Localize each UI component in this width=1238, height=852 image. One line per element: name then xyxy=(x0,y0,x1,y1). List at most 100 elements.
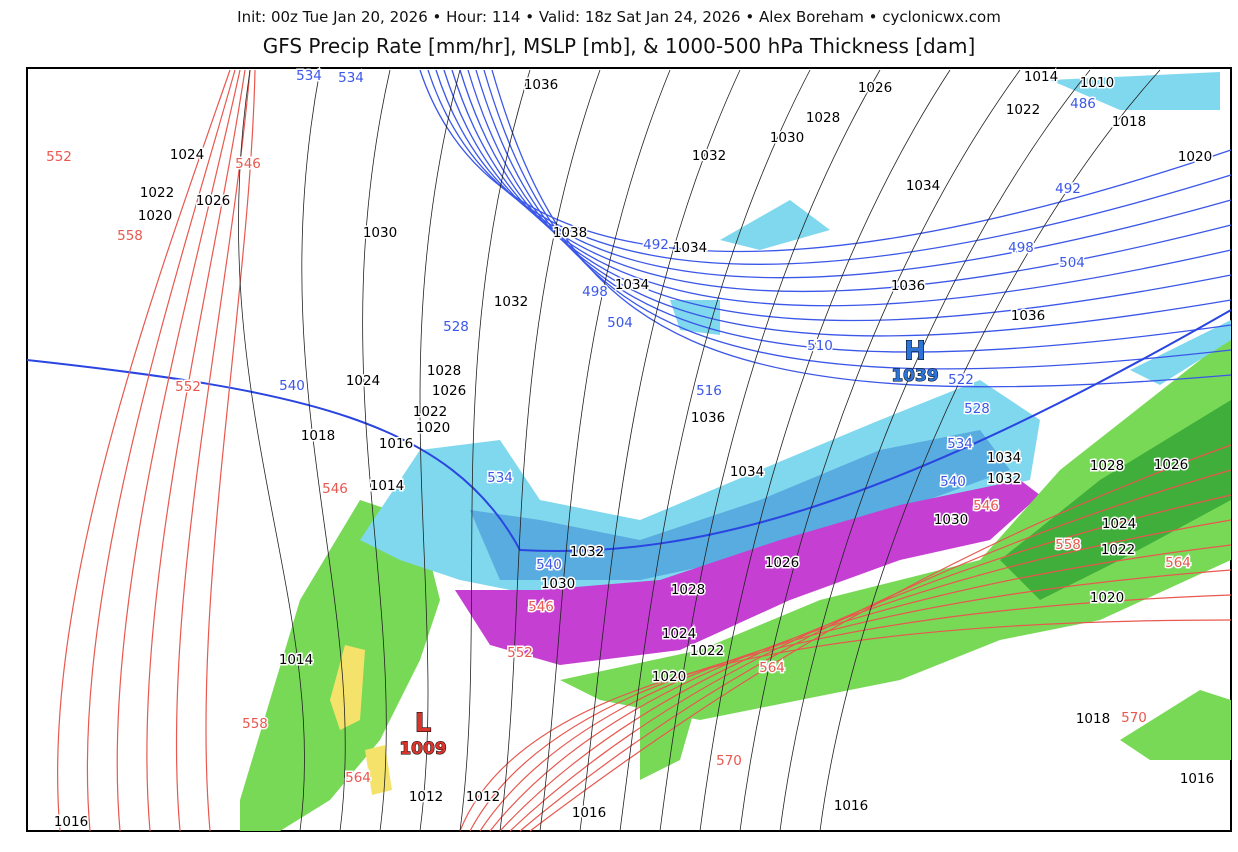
thickness-label-cold: 498 xyxy=(1008,240,1034,256)
mix-band xyxy=(455,480,1040,665)
contour-line xyxy=(819,69,1161,832)
contour-line xyxy=(491,69,1232,388)
isobar-label: 1014 xyxy=(370,478,404,494)
isobar-label: 1028 xyxy=(671,582,705,598)
contour-line xyxy=(619,69,811,832)
contour-line xyxy=(427,69,1232,266)
isobar-label: 1030 xyxy=(363,225,397,241)
high-value: 1039 xyxy=(891,366,938,386)
thickness-label-cold: 492 xyxy=(1055,181,1081,197)
low-value: 1009 xyxy=(399,739,446,759)
isobar-label: 1020 xyxy=(1178,149,1212,165)
isobar-label: 1018 xyxy=(1076,711,1110,727)
contour-lines xyxy=(26,69,1232,832)
thickness-label-cold: 534 xyxy=(338,70,364,86)
thickness-label-warm: 558 xyxy=(242,716,268,732)
isobar-label: 1036 xyxy=(691,410,725,426)
thickness-label-cold: 534 xyxy=(296,68,322,84)
contour-line xyxy=(26,309,1232,553)
contour-line xyxy=(459,69,1232,322)
contour-line xyxy=(467,69,1232,337)
contour-line xyxy=(499,519,1232,832)
isobar-label: 1016 xyxy=(834,798,868,814)
isobar-label: 1028 xyxy=(427,363,461,379)
isobar-label: 1034 xyxy=(906,178,940,194)
contour-line xyxy=(451,69,1232,307)
isobar-label: 1026 xyxy=(765,555,799,571)
isobar-label: 1026 xyxy=(196,193,230,209)
isobar-label: 1018 xyxy=(301,428,335,444)
isobar-label: 1026 xyxy=(1154,457,1188,473)
thickness-label-cold: 510 xyxy=(807,338,833,354)
thickness-label-cold: 492 xyxy=(643,237,669,253)
isobar-label: 1034 xyxy=(730,464,764,480)
isobar-label: 1022 xyxy=(1006,102,1040,118)
contour-line xyxy=(519,469,1232,832)
thickness-label-warm: 552 xyxy=(507,645,533,661)
contour-line xyxy=(529,444,1232,832)
isobar-label: 1028 xyxy=(1090,458,1124,474)
isobar-label: 1020 xyxy=(416,420,450,436)
contour-line xyxy=(459,69,531,832)
rain-southeast xyxy=(560,330,1231,720)
thickness-label-cold: 528 xyxy=(443,319,469,335)
contour-line xyxy=(116,69,241,832)
contour-line xyxy=(443,69,1232,293)
isobar-label: 1010 xyxy=(1080,75,1114,91)
thickness-label-warm: 564 xyxy=(1165,555,1191,571)
high-pressure-center: H 1039 xyxy=(891,336,939,387)
thickness-label-cold: 534 xyxy=(947,436,973,452)
snow-great-lakes xyxy=(670,72,1231,385)
thickness-label-cold: 540 xyxy=(279,378,305,394)
thickness-label-warm: 570 xyxy=(716,753,742,769)
thickness-label-warm: 546 xyxy=(973,498,999,514)
thickness-label-warm: 558 xyxy=(1055,537,1081,553)
isobar-label: 1032 xyxy=(494,294,528,310)
thickness-label-cold: 486 xyxy=(1070,96,1096,112)
thickness-label-warm: 546 xyxy=(235,156,261,172)
thickness-label-warm: 564 xyxy=(345,770,371,786)
thickness-label-warm: 546 xyxy=(528,599,554,615)
isobar-label: 1036 xyxy=(524,77,558,93)
isobar-label: 1020 xyxy=(138,208,172,224)
contour-line xyxy=(479,569,1232,832)
isobar-label: 1036 xyxy=(1011,308,1045,324)
subtitle: Init: 00z Tue Jan 20, 2026 • Hour: 114 •… xyxy=(237,8,1001,26)
thickness-label-cold: 504 xyxy=(1059,255,1085,271)
isobar-label: 1032 xyxy=(692,148,726,164)
contour-line xyxy=(659,69,881,832)
isobar-label: 1020 xyxy=(652,669,686,685)
isobar-label: 1026 xyxy=(858,80,892,96)
isobar-label: 1022 xyxy=(690,643,724,659)
thickness-label-warm: 558 xyxy=(117,228,143,244)
thickness-label-cold: 504 xyxy=(607,315,633,331)
isobar-label: 1014 xyxy=(279,652,313,668)
thickness-label-cold: 540 xyxy=(536,557,562,573)
contour-line xyxy=(509,494,1232,832)
isobar-label: 1030 xyxy=(934,512,968,528)
isobar-label: 1036 xyxy=(891,278,925,294)
contour-line xyxy=(205,69,256,832)
contour-line xyxy=(238,69,305,832)
isobar-label: 1020 xyxy=(1090,590,1124,606)
isobar-label: 1024 xyxy=(662,626,696,642)
thickness-label-cold: 540 xyxy=(940,474,966,490)
contour-line xyxy=(475,69,1232,353)
isobar-label: 1012 xyxy=(409,789,443,805)
contour-line xyxy=(579,69,741,832)
low-letter: L xyxy=(415,709,432,739)
thickness-label-cold: 516 xyxy=(696,383,722,399)
isobar-label: 1016 xyxy=(54,814,88,830)
contour-line xyxy=(739,69,1021,832)
isobar-label: 1014 xyxy=(1024,69,1058,85)
low-pressure-center: L 1009 xyxy=(399,708,447,760)
heavy-rain-mexico xyxy=(330,645,392,795)
isobar-label: 1016 xyxy=(379,436,413,452)
isobar-label: 1034 xyxy=(615,277,649,293)
thickness-label-warm: 570 xyxy=(1121,710,1147,726)
contour-line xyxy=(419,69,1232,253)
precip-layer xyxy=(240,72,1231,831)
chart-title: GFS Precip Rate [mm/hr], MSLP [mb], & 10… xyxy=(262,34,976,58)
isobar-label: 1034 xyxy=(673,240,707,256)
